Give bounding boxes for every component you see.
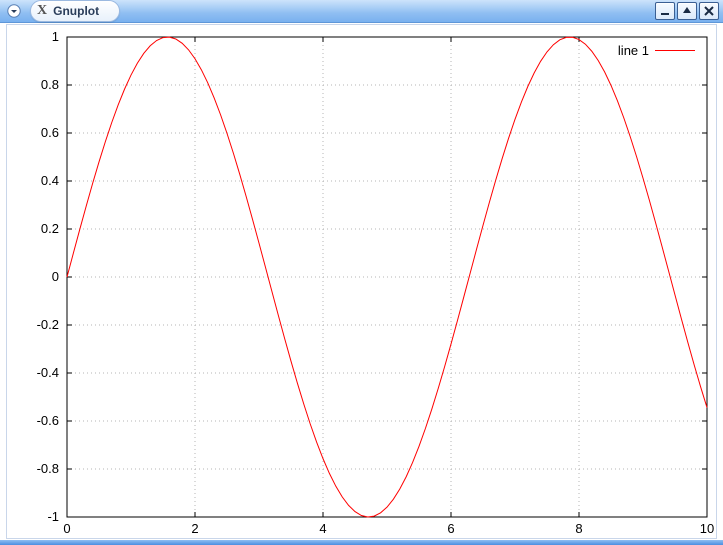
- chart-canvas: [7, 25, 716, 538]
- x11-icon: X: [37, 3, 47, 19]
- plot-area: -1-0.8-0.6-0.4-0.200.20.40.60.810246810 …: [6, 24, 717, 539]
- close-icon: [704, 6, 714, 16]
- window-controls: [655, 2, 719, 20]
- desktop: X Gnuplot -1-0.8-0.6-0.4-0.200.20.40.60.…: [0, 0, 723, 545]
- y-tick-label: 0.8: [41, 77, 59, 92]
- gnuplot-window: X Gnuplot -1-0.8-0.6-0.4-0.200.20.40.60.…: [0, 0, 723, 545]
- x-tick-label: 0: [47, 521, 87, 536]
- window-title: Gnuplot: [53, 4, 99, 18]
- maximize-icon: [682, 6, 692, 16]
- y-tick-label: -0.4: [37, 365, 59, 380]
- window-menu-button[interactable]: [4, 1, 24, 21]
- y-tick-label: 1: [52, 29, 59, 44]
- close-button[interactable]: [699, 2, 719, 20]
- x-tick-label: 10: [687, 521, 723, 536]
- minimize-button[interactable]: [655, 2, 675, 20]
- window-bottom-border: [0, 540, 723, 545]
- x-tick-label: 2: [175, 521, 215, 536]
- legend-sample-line: [655, 50, 695, 51]
- y-tick-label: 0.6: [41, 125, 59, 140]
- chevron-down-icon: [7, 4, 21, 18]
- y-tick-label: -0.8: [37, 461, 59, 476]
- maximize-button[interactable]: [677, 2, 697, 20]
- x-tick-label: 4: [303, 521, 343, 536]
- x-tick-label: 6: [431, 521, 471, 536]
- minimize-icon: [660, 6, 670, 16]
- x-tick-label: 8: [559, 521, 599, 536]
- title-tab: X Gnuplot: [30, 0, 120, 22]
- y-tick-label: 0.4: [41, 173, 59, 188]
- y-tick-label: -0.6: [37, 413, 59, 428]
- y-tick-label: -0.2: [37, 317, 59, 332]
- legend-label: line 1: [618, 43, 649, 58]
- y-tick-label: 0.2: [41, 221, 59, 236]
- titlebar[interactable]: X Gnuplot: [0, 0, 723, 23]
- y-tick-label: 0: [52, 269, 59, 284]
- legend: line 1: [618, 43, 695, 58]
